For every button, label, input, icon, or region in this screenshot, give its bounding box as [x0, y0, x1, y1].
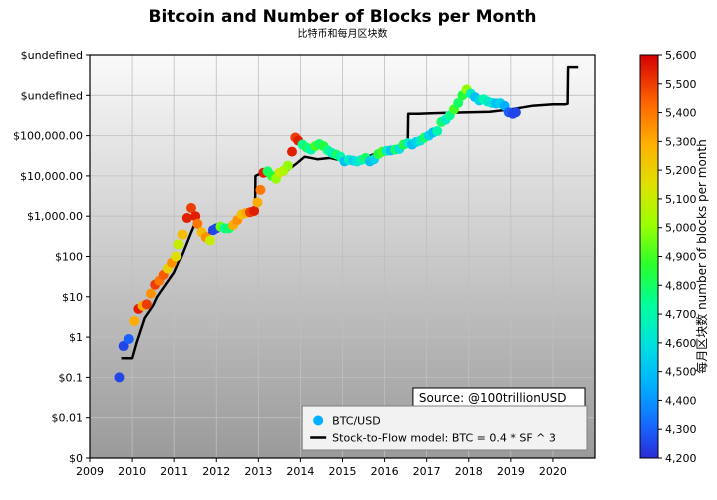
y-tick-label: $100 [55, 251, 83, 264]
x-tick-label: 2013 [244, 465, 272, 478]
legend-label: Stock-to-Flow model: BTC = 0.4 * SF ^ 3 [332, 432, 556, 445]
legend-marker-icon [313, 416, 323, 426]
x-tick-label: 2012 [202, 465, 230, 478]
scatter-point [192, 219, 202, 229]
colorbar-tick-label: 4,700 [665, 308, 697, 321]
x-tick-label: 2014 [286, 465, 314, 478]
scatter-point [283, 161, 293, 171]
scatter-point [511, 107, 521, 117]
y-tick-label: $undefined [21, 89, 83, 102]
colorbar-tick-label: 5,100 [665, 193, 697, 206]
y-tick-label: $100,000.00 [13, 130, 83, 143]
x-tick-label: 2017 [413, 465, 441, 478]
colorbar [640, 55, 658, 458]
colorbar-tick-label: 5,200 [665, 164, 697, 177]
chart-root: 2009 2010 2011 2012 2013 2014 2015 2016 2017 2018… [0, 0, 717, 500]
y-tick-label: $0.1 [59, 371, 84, 384]
scatter-point [255, 185, 265, 195]
y-tick-label: $10,000.00 [20, 170, 83, 183]
colorbar-tick-label: 5,500 [665, 78, 697, 91]
scatter-point [114, 372, 124, 382]
x-tick-label: 2011 [160, 465, 188, 478]
scatter-point [142, 299, 152, 309]
chart-svg: 2009 2010 2011 2012 2013 2014 2015 2016 2017 2018… [0, 0, 717, 500]
scatter-point [432, 126, 442, 136]
scatter-point [129, 316, 139, 326]
y-tick-label: $1,000.00 [27, 210, 83, 223]
colorbar-tick-label: 5,600 [665, 49, 697, 62]
x-tick-label: 2009 [76, 465, 104, 478]
colorbar-tick-label: 4,200 [665, 452, 697, 465]
colorbar-tick-label: 5,000 [665, 222, 697, 235]
y-tick-label: $1 [69, 331, 83, 344]
x-tick-label: 2018 [455, 465, 483, 478]
colorbar-tick-label: 4,400 [665, 394, 697, 407]
colorbar-tick-label: 4,800 [665, 279, 697, 292]
legend-label: BTC/USD [332, 415, 381, 428]
scatter-point [178, 230, 188, 240]
y-tick-label: $0 [69, 452, 83, 465]
scatter-point [252, 197, 262, 207]
scatter-point [124, 334, 134, 344]
colorbar-tick-label: 4,900 [665, 251, 697, 264]
scatter-point [173, 239, 183, 249]
x-tick-label: 2015 [329, 465, 357, 478]
colorbar-tick-label: 5,400 [665, 107, 697, 120]
scatter-point [171, 252, 181, 262]
y-tick-label: $undefined [21, 49, 83, 62]
scatter-point [249, 206, 259, 216]
x-tick-label: 2016 [371, 465, 399, 478]
x-tick-label: 2010 [118, 465, 146, 478]
scatter-point [146, 289, 156, 299]
y-tick-label: $0.01 [52, 412, 84, 425]
colorbar-tick-label: 5,300 [665, 135, 697, 148]
x-tick-label: 2019 [497, 465, 525, 478]
source-text: Source: @100trillionUSD [419, 391, 567, 405]
x-tick-label: 2020 [539, 465, 567, 478]
colorbar-title: 每月区块数 number of blocks per month [694, 139, 709, 373]
chart-subtitle: 比特币和每月区块数 [298, 27, 388, 40]
scatter-point [205, 235, 215, 245]
colorbar-tick-label: 4,300 [665, 423, 697, 436]
scatter-point [287, 147, 297, 157]
colorbar-tick-label: 4,600 [665, 337, 697, 350]
colorbar-tick-label: 4,500 [665, 366, 697, 379]
scatter-point [182, 213, 192, 223]
y-tick-label: $10 [62, 291, 83, 304]
chart-title: Bitcoin and Number of Blocks per Month [148, 7, 536, 27]
